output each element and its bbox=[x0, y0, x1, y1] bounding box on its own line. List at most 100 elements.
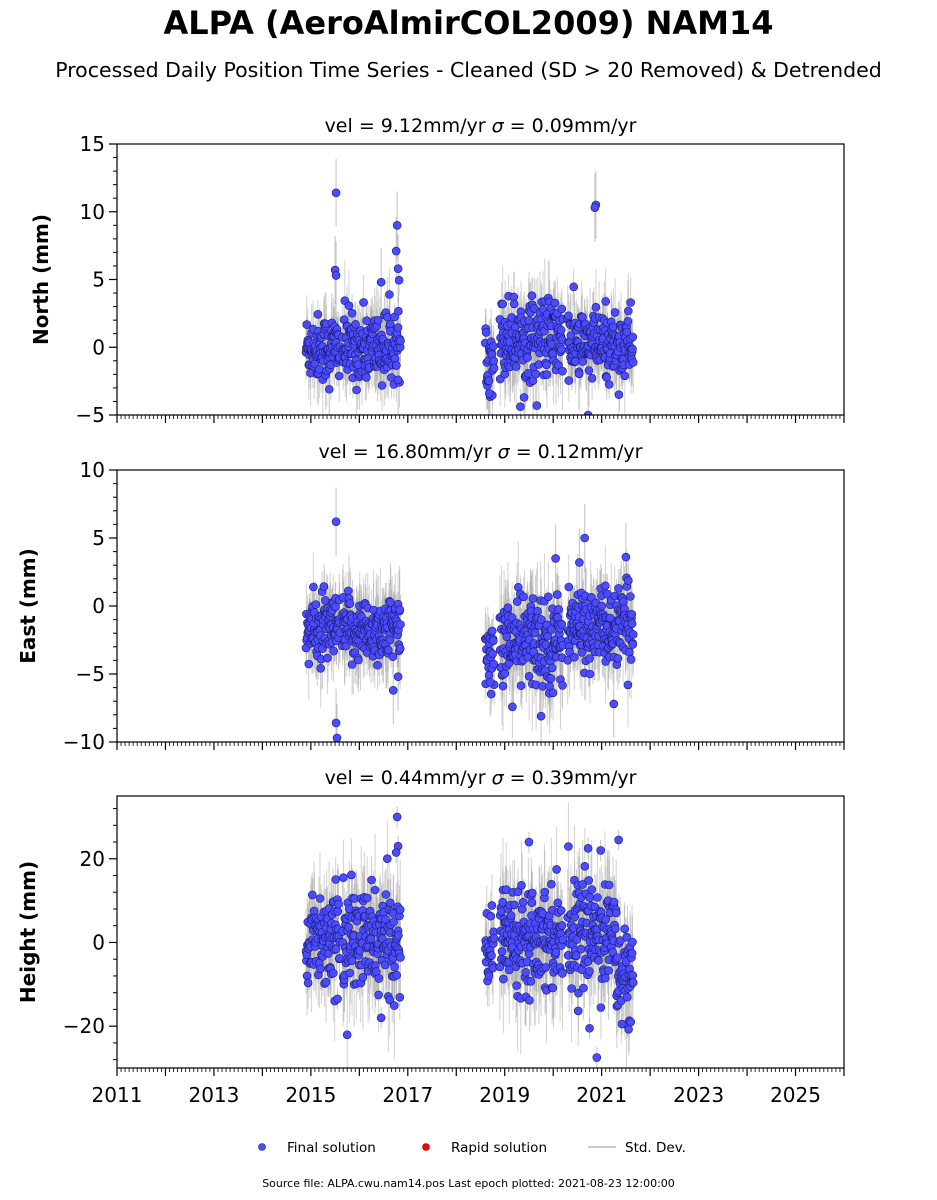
final-solution-point bbox=[571, 951, 581, 960]
final-solution-point bbox=[628, 640, 638, 649]
final-solution-point bbox=[321, 977, 331, 987]
final-solution-point bbox=[331, 944, 341, 954]
final-solution-point bbox=[552, 865, 561, 874]
final-solution-point bbox=[547, 663, 557, 673]
final-solution-point bbox=[585, 966, 594, 976]
final-solution-point bbox=[396, 620, 405, 629]
final-solution-point bbox=[623, 306, 633, 316]
final-solution-point bbox=[506, 911, 516, 920]
final-solution-point bbox=[548, 983, 558, 993]
final-solution-point bbox=[626, 592, 635, 601]
y-tick-label: 0 bbox=[92, 930, 105, 954]
final-solution-point bbox=[393, 375, 403, 385]
y-tick-label: −5 bbox=[76, 662, 105, 686]
final-solution-point bbox=[558, 935, 568, 945]
final-solution-point bbox=[488, 341, 498, 351]
final-solution-point bbox=[382, 854, 392, 864]
final-solution-point bbox=[392, 221, 402, 230]
final-solution-point bbox=[512, 597, 522, 606]
final-solution-point bbox=[390, 962, 399, 972]
final-solution-point bbox=[395, 992, 405, 1002]
final-solution-point bbox=[385, 290, 394, 299]
final-solution-point bbox=[344, 301, 354, 311]
final-solution-point bbox=[394, 306, 403, 316]
final-solution-point bbox=[485, 677, 495, 687]
final-solution-point bbox=[601, 973, 610, 983]
y-tick-label: 15 bbox=[80, 132, 105, 156]
final-solution-point bbox=[395, 644, 405, 653]
final-solution-point bbox=[344, 922, 353, 932]
final-solution-point bbox=[627, 619, 637, 629]
final-solution-point bbox=[557, 345, 566, 354]
final-solution-point bbox=[609, 897, 619, 907]
final-solution-point bbox=[302, 320, 312, 329]
final-solution-point bbox=[489, 363, 499, 373]
final-solution-point bbox=[498, 681, 508, 691]
final-solution-point bbox=[558, 969, 567, 978]
final-solution-point bbox=[489, 356, 499, 366]
final-solution-point bbox=[370, 885, 380, 895]
final-solution-point bbox=[557, 304, 567, 314]
final-solution-point bbox=[583, 410, 593, 415]
final-solution-point bbox=[531, 369, 541, 379]
final-solution-point bbox=[389, 917, 398, 927]
final-solution-point bbox=[583, 957, 593, 966]
final-solution-point bbox=[331, 602, 340, 612]
final-solution-point bbox=[373, 660, 382, 670]
final-solution-point bbox=[543, 631, 552, 641]
y-tick-label: −10 bbox=[63, 730, 105, 754]
final-solution-point bbox=[487, 951, 496, 960]
y-tick-label: 0 bbox=[92, 335, 105, 359]
final-solution-points-east bbox=[301, 517, 638, 742]
final-solution-point bbox=[614, 390, 624, 400]
y-tick-label: 5 bbox=[92, 526, 105, 550]
final-solution-point bbox=[510, 900, 519, 910]
final-solution-point bbox=[334, 371, 344, 381]
final-solution-point bbox=[391, 246, 401, 256]
chart-subtitle: Processed Daily Position Time Series - C… bbox=[55, 58, 882, 82]
axes-frame-east bbox=[116, 469, 845, 743]
final-solution-point bbox=[542, 360, 551, 370]
final-solution-point bbox=[584, 366, 594, 375]
final-solution-point bbox=[392, 361, 401, 370]
final-solution-point bbox=[381, 890, 391, 899]
final-solution-point bbox=[622, 992, 632, 1002]
ylabel-height: Height (mm) bbox=[16, 861, 40, 1003]
final-solution-point bbox=[553, 898, 563, 908]
final-solution-point bbox=[576, 944, 586, 954]
panel-title-east: vel = 16.80mm/yr σ = 0.12mm/yr bbox=[319, 441, 643, 463]
x-tick-label: 2015 bbox=[285, 1083, 336, 1107]
final-solution-point bbox=[373, 315, 383, 325]
final-solution-point bbox=[511, 362, 521, 371]
final-solution-point bbox=[611, 908, 621, 918]
final-solution-point bbox=[628, 937, 637, 947]
final-solution-point bbox=[523, 353, 532, 362]
plot-area-east bbox=[301, 487, 638, 742]
final-solution-point bbox=[613, 654, 623, 663]
final-solution-point bbox=[524, 671, 534, 681]
final-solution-point bbox=[628, 332, 638, 342]
final-solution-point bbox=[385, 635, 395, 645]
final-solution-point bbox=[309, 582, 318, 592]
final-solution-point bbox=[580, 861, 590, 871]
final-solution-point bbox=[351, 319, 360, 329]
final-solution-point bbox=[578, 880, 588, 889]
final-solution-point bbox=[345, 968, 355, 978]
final-solution-point bbox=[331, 875, 341, 884]
final-solution-point bbox=[331, 718, 341, 728]
legend-marker bbox=[258, 1143, 266, 1151]
final-solution-point bbox=[622, 932, 632, 942]
final-solution-point bbox=[331, 188, 341, 198]
final-solution-point bbox=[394, 275, 404, 285]
final-solution-point bbox=[604, 880, 614, 890]
final-solution-point bbox=[564, 582, 574, 592]
final-solution-point bbox=[396, 336, 405, 346]
final-solution-point bbox=[551, 554, 560, 563]
final-solution-point bbox=[314, 364, 324, 374]
final-solution-point bbox=[571, 357, 580, 366]
final-solution-point bbox=[621, 552, 631, 562]
final-solution-point bbox=[347, 308, 357, 318]
final-solution-point bbox=[554, 605, 564, 614]
y-tick-label: 10 bbox=[80, 458, 105, 482]
final-solution-point bbox=[304, 659, 314, 669]
